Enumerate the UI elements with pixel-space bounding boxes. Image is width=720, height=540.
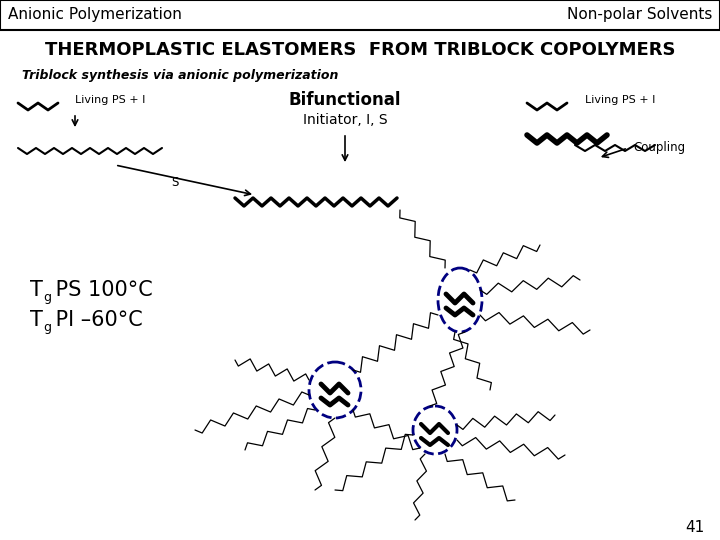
Text: PI –60°C: PI –60°C [49,310,143,330]
Text: 41: 41 [685,521,705,536]
Text: Triblock synthesis via anionic polymerization: Triblock synthesis via anionic polymeriz… [22,69,338,82]
Text: THERMOPLASTIC ELASTOMERS  FROM TRIBLOCK COPOLYMERS: THERMOPLASTIC ELASTOMERS FROM TRIBLOCK C… [45,41,675,59]
Text: T: T [30,280,43,300]
Text: PS 100°C: PS 100°C [49,280,153,300]
Text: g: g [43,321,51,334]
Text: Bifunctional: Bifunctional [289,91,401,109]
Text: Living PS + I: Living PS + I [75,95,145,105]
Text: Initiator, I, S: Initiator, I, S [302,113,387,127]
Text: Living PS + I: Living PS + I [585,95,655,105]
Bar [0,0,720,30]
Text: Non-polar Solvents: Non-polar Solvents [567,8,712,23]
Text: g: g [43,292,51,305]
Text: T: T [30,310,43,330]
Text: Coupling: Coupling [633,141,685,154]
Text: S: S [171,176,179,188]
Text: Anionic Polymerization: Anionic Polymerization [8,8,182,23]
